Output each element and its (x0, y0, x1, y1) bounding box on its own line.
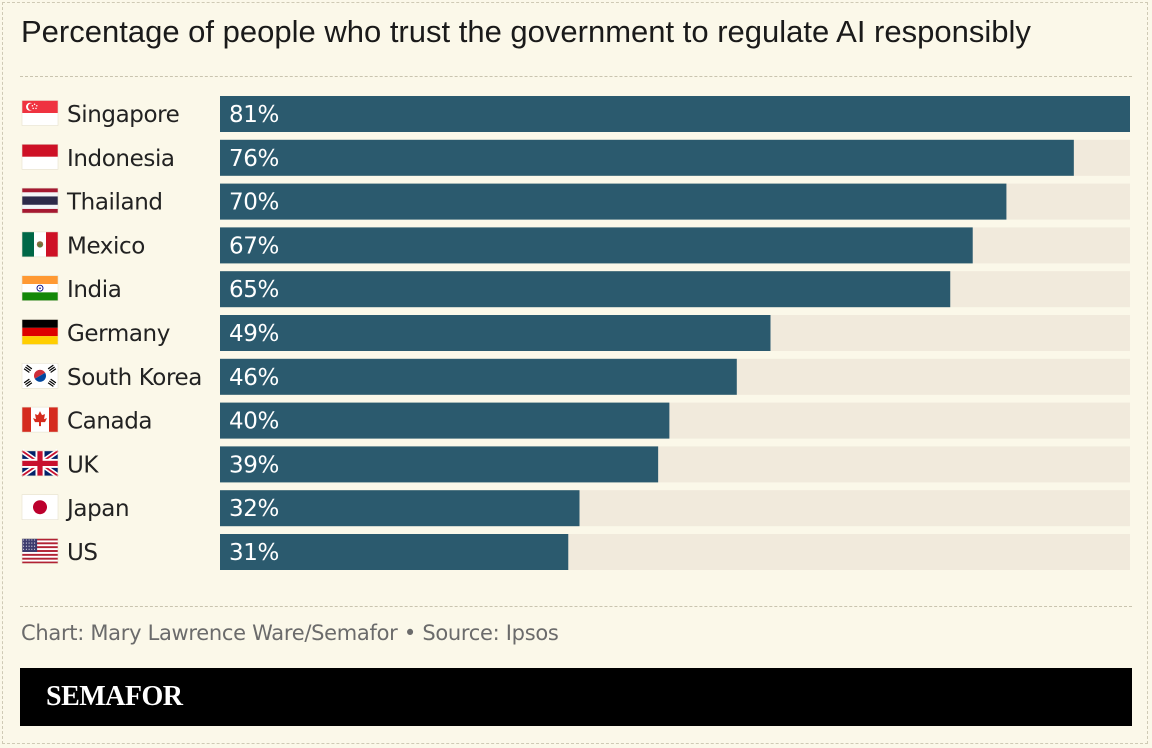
category-label-singapore: Singapore (67, 102, 179, 128)
category-label-india: India (67, 277, 121, 303)
bar-us (220, 534, 569, 570)
bar-canada (220, 402, 670, 439)
brand-bar: SEMAFOR (20, 668, 1132, 726)
value-label-india: 65% (229, 277, 279, 303)
value-label-japan: 32% (229, 496, 279, 522)
value-label-indonesia: 76% (229, 146, 279, 172)
value-label-singapore: 81% (229, 102, 279, 128)
canada-flag-icon (21, 406, 59, 433)
germany-flag-icon (21, 319, 59, 345)
indonesia-flag-icon (21, 144, 59, 170)
value-label-thailand: 70% (229, 190, 279, 216)
source-note: Chart: Mary Lawrence Ware/Semafor • Sour… (21, 621, 559, 645)
india-flag-icon (21, 275, 59, 302)
top-divider (20, 76, 1132, 77)
bar-germany (220, 315, 771, 351)
value-label-south-korea: 46% (229, 365, 279, 391)
bar-india (220, 271, 951, 308)
category-label-us: US (67, 540, 98, 566)
bar-thailand (220, 183, 1007, 220)
category-label-germany: Germany (67, 321, 170, 347)
brand-logo: SEMAFOR (46, 681, 183, 712)
thailand-flag-icon (21, 187, 59, 214)
value-label-us: 31% (229, 540, 279, 566)
category-label-south-korea: South Korea (67, 365, 202, 391)
value-label-uk: 39% (229, 452, 279, 478)
bar-chart: 81% Singapore 76% Indonesia 70% Thailand 67% Me… (20, 96, 1130, 570)
category-label-mexico: Mexico (67, 233, 145, 259)
us-flag-icon (21, 538, 59, 564)
value-label-germany: 49% (229, 321, 279, 347)
bar-singapore (220, 96, 1130, 132)
mexico-flag-icon (21, 231, 59, 258)
category-label-uk: UK (67, 452, 99, 478)
value-label-canada: 40% (229, 409, 279, 435)
uk-flag-icon (20, 448, 60, 478)
bar-uk (220, 446, 659, 483)
chart-title: Percentage of people who trust the gover… (21, 14, 1031, 49)
singapore-flag-icon (21, 100, 59, 126)
bar-japan (220, 490, 580, 527)
bar-south-korea (220, 358, 737, 395)
category-label-canada: Canada (67, 409, 152, 435)
japan-flag-icon (21, 494, 59, 521)
south-korea-flag-icon (21, 362, 59, 389)
category-label-indonesia: Indonesia (67, 146, 175, 172)
category-label-japan: Japan (65, 496, 129, 522)
bottom-divider (20, 606, 1132, 607)
bar-indonesia (220, 139, 1074, 176)
category-label-thailand: Thailand (66, 190, 163, 216)
value-label-mexico: 67% (229, 233, 279, 259)
bar-mexico (220, 227, 973, 264)
